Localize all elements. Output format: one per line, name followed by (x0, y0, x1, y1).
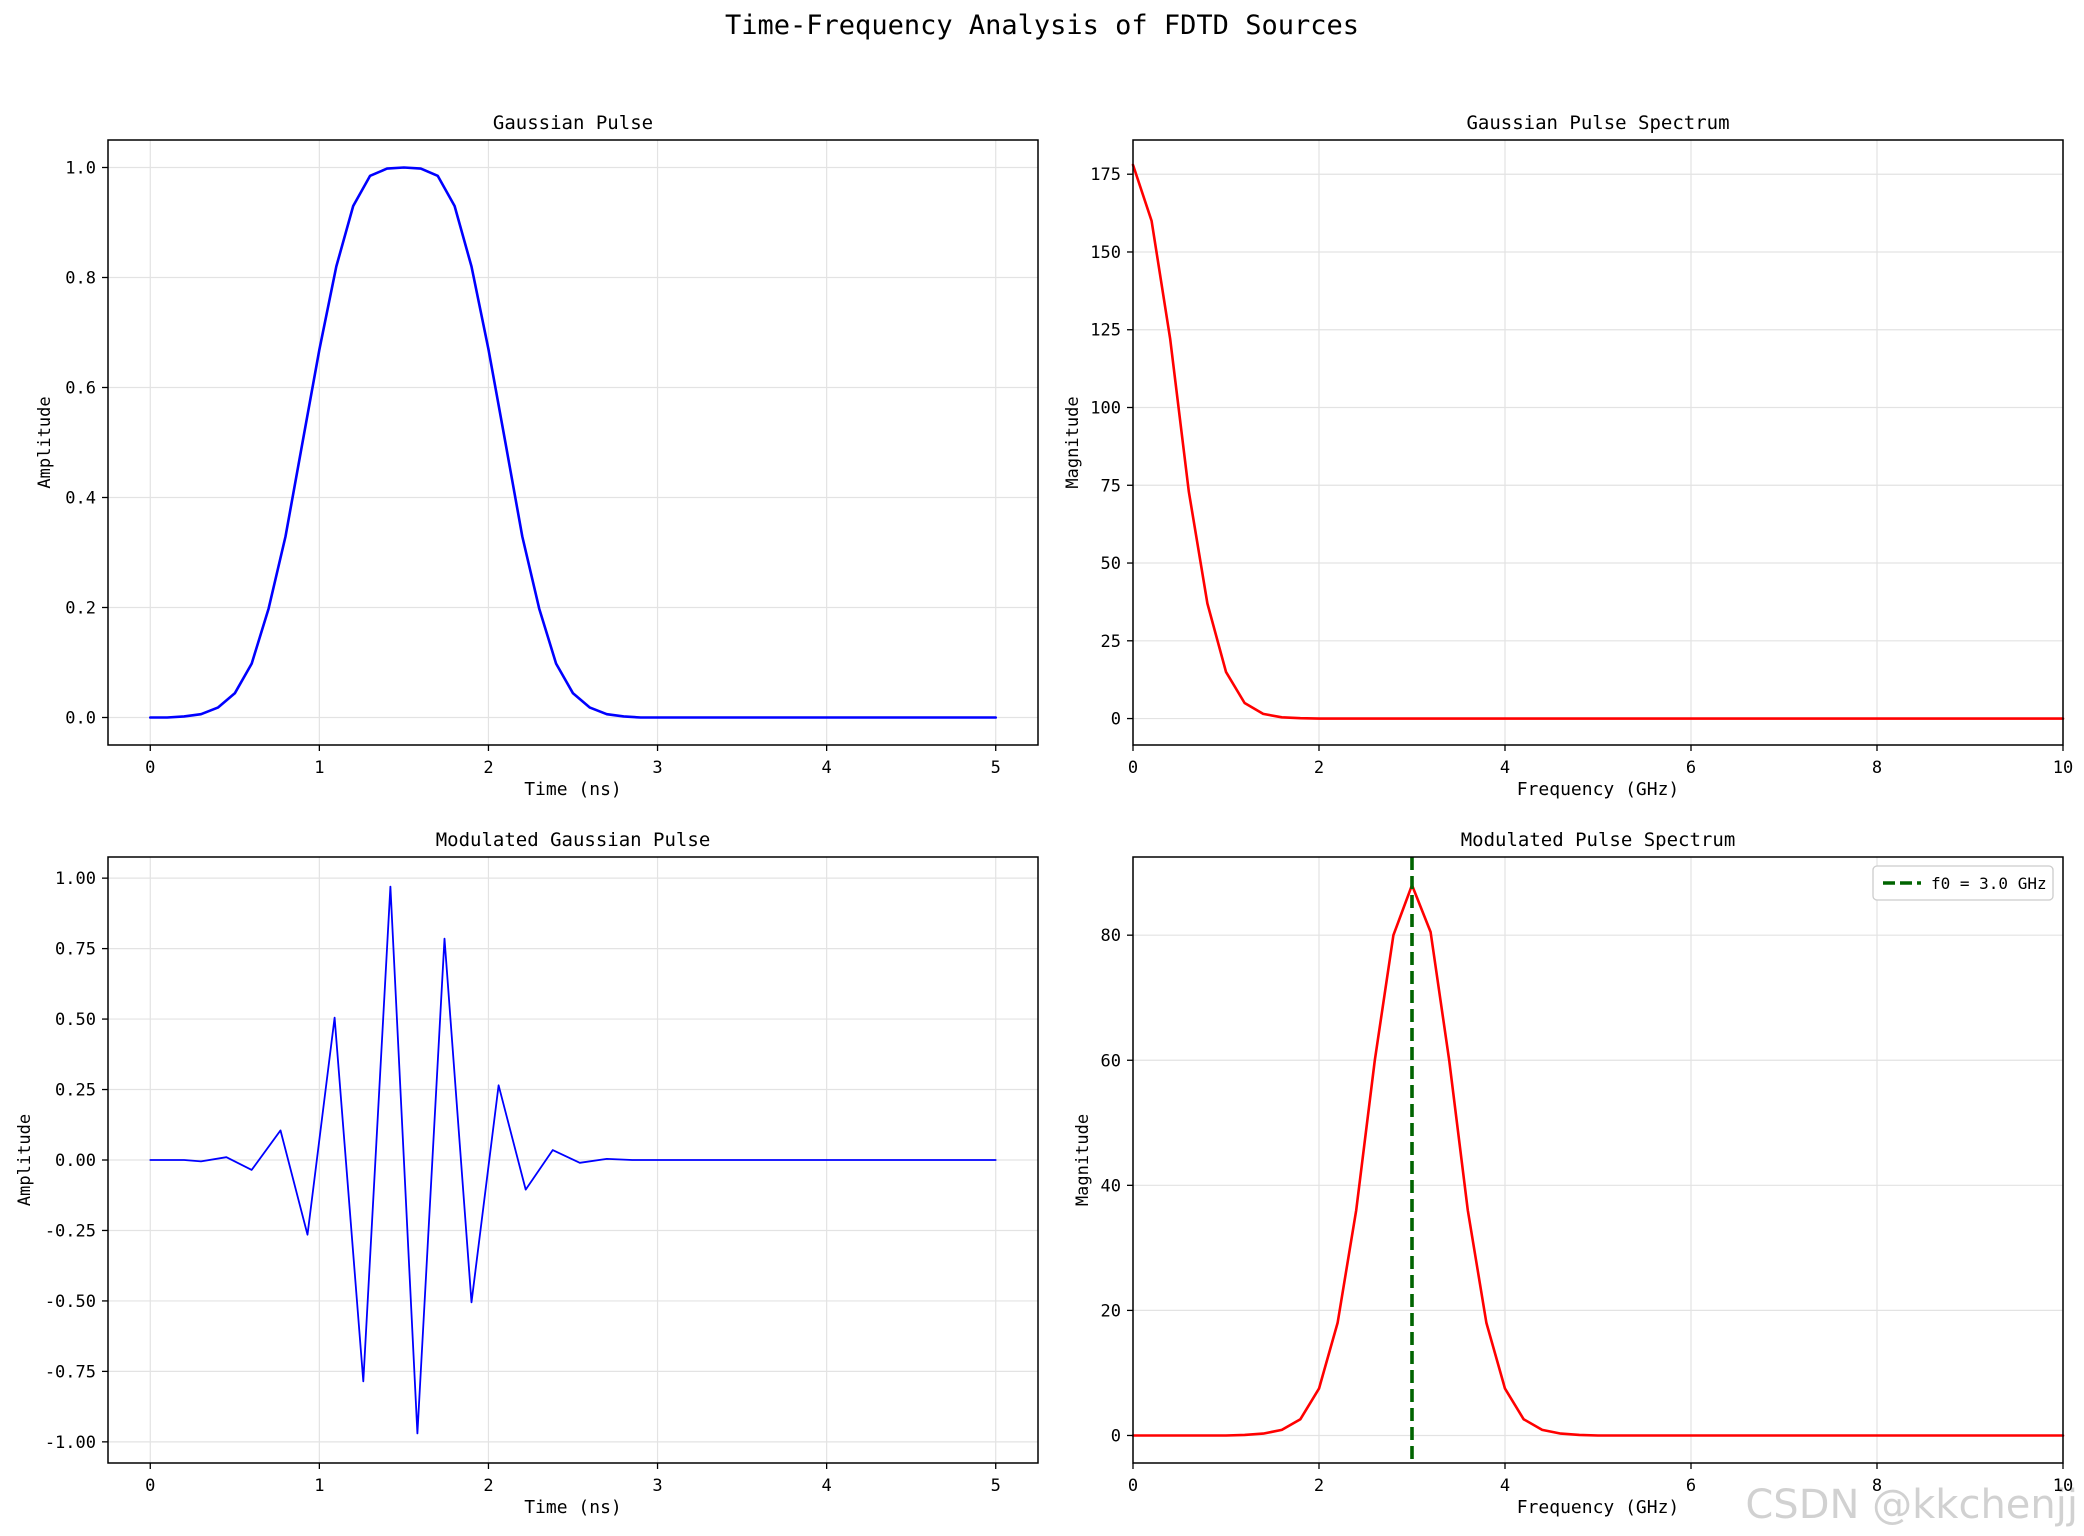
y-tick-label: -0.25 (45, 1221, 96, 1241)
y-tick-label: 0 (1111, 710, 1121, 730)
x-tick-label: 8 (1872, 758, 1882, 778)
y-tick-label: 75 (1101, 476, 1121, 496)
x-tick-label: 5 (991, 1476, 1001, 1496)
x-tick-label: 2 (1314, 758, 1324, 778)
x-tick-label: 2 (483, 1476, 493, 1496)
x-tick-label: 5 (991, 758, 1001, 778)
y-axis-label: Amplitude (35, 396, 55, 488)
y-tick-label: 150 (1090, 243, 1121, 263)
y-tick-label: 125 (1090, 321, 1121, 341)
legend-label: f0 = 3.0 GHz (1931, 874, 2047, 893)
x-tick-label: 2 (1314, 1476, 1324, 1496)
series-line-modulated (149, 885, 997, 1435)
y-tick-label: 0.75 (55, 940, 96, 960)
x-tick-label: 3 (652, 758, 662, 778)
watermark: CSDN @kkchenjj (1745, 1482, 2078, 1528)
y-tick-label: 0 (1111, 1426, 1121, 1446)
y-axis-label: Magnitude (1073, 1114, 1093, 1206)
x-axis-label: Frequency (GHz) (1517, 1497, 1680, 1518)
y-tick-label: 25 (1101, 632, 1121, 652)
x-tick-label: 0 (145, 1476, 155, 1496)
y-tick-label: 0.2 (65, 599, 96, 619)
y-tick-label: 1.0 (65, 159, 96, 179)
axes-frame (1132, 139, 2064, 746)
y-tick-label: 0.00 (55, 1151, 96, 1171)
x-tick-label: 0 (1128, 1476, 1138, 1496)
axes-title: Gaussian Pulse Spectrum (1466, 112, 1729, 134)
x-tick-label: 0 (1128, 758, 1138, 778)
x-axis-label: Time (ns) (524, 1497, 622, 1518)
x-tick-label: 4 (1500, 758, 1510, 778)
x-tick-label: 3 (652, 1476, 662, 1496)
axes-title: Gaussian Pulse (493, 112, 653, 134)
y-axis-label: Magnitude (1063, 396, 1083, 488)
x-axis-label: Frequency (GHz) (1517, 779, 1680, 800)
x-tick-label: 2 (483, 758, 493, 778)
y-tick-label: 175 (1090, 165, 1121, 185)
y-tick-label: 0.0 (65, 709, 96, 729)
x-tick-label: 6 (1686, 758, 1696, 778)
subplot-modulated-spectrum: 0 2 4 6 8 10 0 20 40 60 80 Modulated Pulse Spectrum… (1073, 829, 2073, 1518)
axes-title: Modulated Gaussian Pulse (436, 829, 711, 851)
y-tick-label: -1.00 (45, 1433, 96, 1453)
y-axis-label: Amplitude (15, 1114, 35, 1206)
axes-frame (1132, 856, 2064, 1464)
legend-box (1872, 865, 2054, 901)
y-tick-label: 0.6 (65, 379, 96, 399)
series-line-spectrum (1131, 883, 2065, 1437)
series-line-spectrum (1131, 163, 2065, 720)
x-axis-label: Time (ns) (524, 779, 622, 800)
y-tick-label: 80 (1101, 926, 1121, 946)
x-tick-label: 10 (2053, 1476, 2073, 1496)
x-tick-label: 4 (1500, 1476, 1510, 1496)
y-tick-label: -0.75 (45, 1362, 96, 1382)
x-tick-label: 4 (822, 758, 832, 778)
x-tick-label: 0 (145, 758, 155, 778)
figure-suptitle: Time-Frequency Analysis of FDTD Sources (725, 10, 1359, 41)
x-tick-label: 4 (822, 1476, 832, 1496)
subplot-gaussian-pulse: 0 1 2 3 4 5 0.0 0.2 0.4 0.6 0.8 1.0 Gaussian Pulse Ti… (35, 112, 1039, 800)
y-tick-label: 40 (1101, 1176, 1121, 1196)
y-tick-label: 0.8 (65, 269, 96, 289)
y-tick-label: 50 (1101, 554, 1121, 574)
y-tick-label: 0.50 (55, 1010, 96, 1030)
subplot-modulated-pulse: 0 1 2 3 4 5 -1.00 -0.75 -0.50 -0.25 0.00 0.25 0.50 0.… (15, 829, 1039, 1518)
y-tick-label: 1.00 (55, 869, 96, 889)
y-tick-label: 20 (1101, 1301, 1121, 1321)
axes-title: Modulated Pulse Spectrum (1461, 829, 1736, 851)
y-tick-label: 100 (1090, 399, 1121, 419)
y-tick-label: -0.50 (45, 1292, 96, 1312)
x-tick-label: 1 (314, 1476, 324, 1496)
x-tick-label: 6 (1686, 1476, 1696, 1496)
x-tick-label: 10 (2053, 758, 2073, 778)
y-tick-label: 60 (1101, 1051, 1121, 1071)
x-tick-label: 1 (314, 758, 324, 778)
y-tick-label: 0.4 (65, 489, 96, 509)
axes-frame (107, 139, 1039, 746)
y-tick-label: 0.25 (55, 1081, 96, 1101)
x-tick-label: 8 (1872, 1476, 1882, 1496)
series-line-gaussian (149, 166, 998, 719)
